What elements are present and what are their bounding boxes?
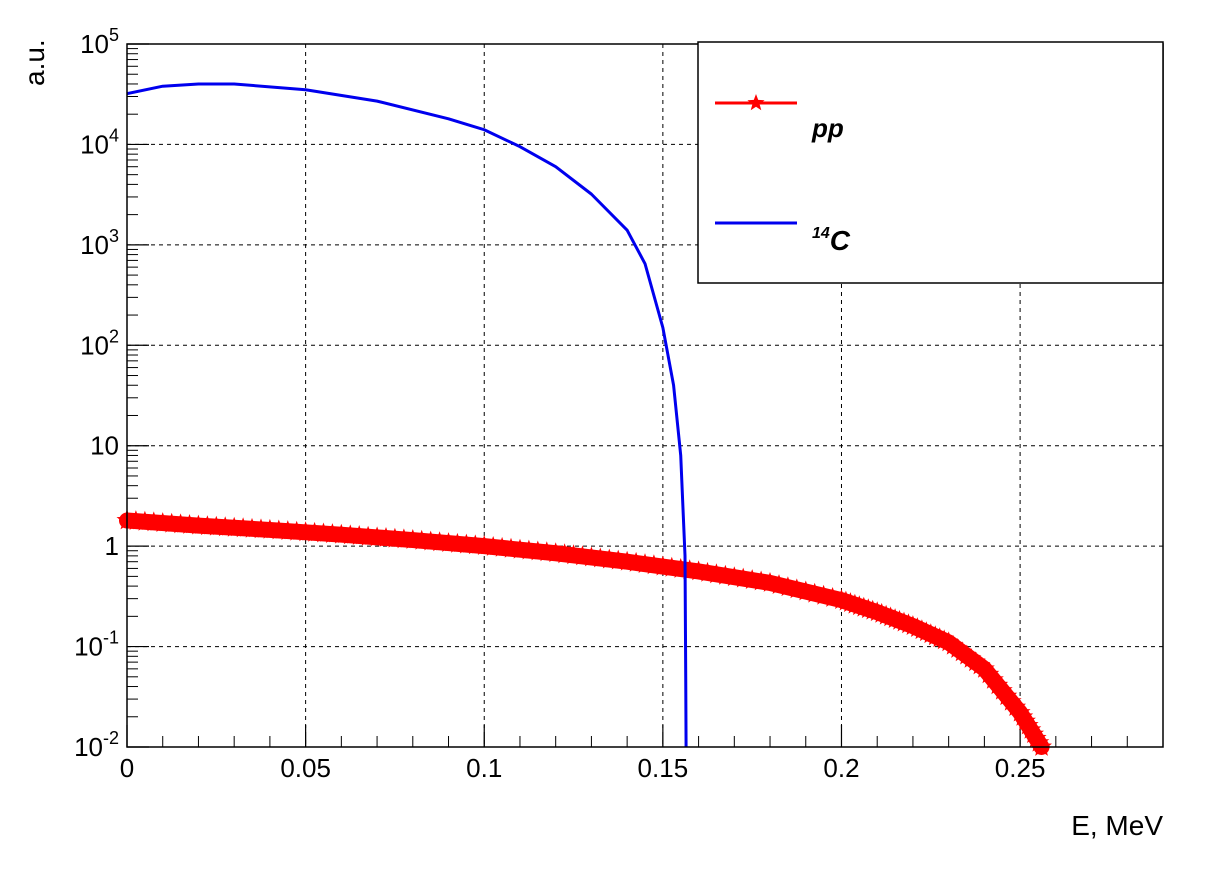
y-tick-label: 103 <box>80 226 119 260</box>
x-tick-label: 0.2 <box>823 753 859 783</box>
y-axis-label: a.u. <box>19 39 50 86</box>
y-tick-base: 10 <box>80 29 109 59</box>
y-tick-label: 105 <box>80 25 119 59</box>
y-tick-base: 10 <box>74 732 103 762</box>
x-tick-label: 0 <box>120 753 134 783</box>
series-markers-pp <box>116 509 1052 756</box>
y-tick-exponent: 5 <box>109 25 119 45</box>
y-tick-exponent: -1 <box>103 628 119 648</box>
legend: pp 14C <box>697 41 1164 284</box>
tick-labels: 0 0.05 0.1 0.15 0.2 0.2510-210-11101021031041… <box>74 25 1045 783</box>
grid <box>127 44 1163 747</box>
series-line-c14 <box>126 82 688 748</box>
y-tick-exponent: 4 <box>109 125 119 145</box>
y-tick-base: 10 <box>80 129 109 159</box>
plot-series <box>116 82 1052 756</box>
legend-label-c14: 14C <box>812 225 851 256</box>
y-tick-base: 10 <box>74 632 103 662</box>
x-tick-label: 0.05 <box>280 753 331 783</box>
x-tick-label: 0.1 <box>466 753 502 783</box>
x-tick-label: 0.15 <box>638 753 689 783</box>
x-tick-label: 0.25 <box>995 753 1046 783</box>
y-tick-label: 1 <box>105 531 119 561</box>
y-tick-exponent: 3 <box>109 226 119 246</box>
legend-label-c14-element: C <box>830 225 851 256</box>
legend-box <box>697 41 1164 284</box>
legend-label-pp: pp <box>811 113 844 143</box>
y-tick-label: 10 <box>90 431 119 461</box>
x-axis-label: E, MeV <box>1071 810 1163 841</box>
y-tick-base: 10 <box>80 330 109 360</box>
legend-label-c14-mass: 14 <box>812 225 830 242</box>
y-tick-base: 10 <box>80 230 109 260</box>
y-tick-label: 104 <box>80 125 119 159</box>
plot-frame <box>126 43 1164 748</box>
legend-marker-pp <box>747 94 765 111</box>
y-tick-label: 10-2 <box>74 728 119 762</box>
y-tick-label: 10-1 <box>74 628 119 662</box>
y-tick-exponent: 2 <box>109 326 119 346</box>
y-tick-label: 102 <box>80 326 119 360</box>
y-tick-exponent: -2 <box>103 728 119 748</box>
